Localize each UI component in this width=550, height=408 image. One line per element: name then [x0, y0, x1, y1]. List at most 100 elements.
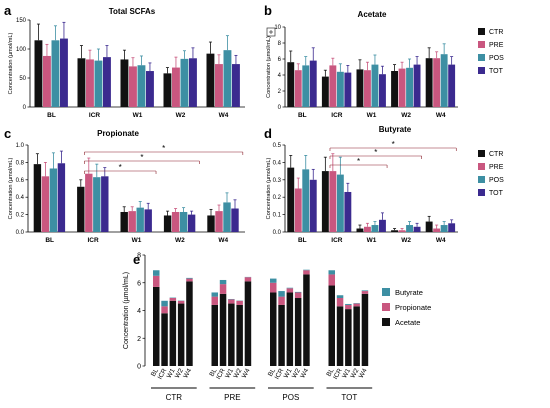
legend-label-pos: POS [489, 55, 504, 62]
x-tick-label: W4 [218, 237, 228, 244]
panel-title: Total SCFAs [109, 7, 156, 16]
bar-tot-icr [344, 72, 352, 107]
bar-ctr-w2 [163, 215, 172, 232]
stack-acetate-ctr-w2 [177, 303, 185, 366]
bar-pre-bl [294, 70, 302, 107]
bar-ctr-w2 [391, 71, 398, 107]
legend-swatch-pre [478, 163, 485, 170]
x-tick-label: W4 [219, 112, 229, 119]
y-tick-label: 2 [278, 89, 282, 95]
panel-letter: c [4, 126, 11, 141]
y-tick-label: 100 [16, 47, 27, 53]
legend-swatch-butyrate [382, 288, 390, 296]
bar-ctr-bl [33, 164, 42, 232]
legend-label-pre: PRE [489, 164, 504, 171]
bar-tot-w2 [189, 58, 197, 107]
stack-butyrate-tot-w1 [345, 303, 352, 305]
bar-tot-bl [309, 179, 317, 232]
x-tick-label: ICR [215, 367, 227, 380]
stack-propionate-tot-w4 [361, 291, 369, 294]
y-tick-label: 0.3 [273, 178, 282, 184]
group-label-pre: PRE [224, 393, 240, 402]
significance-label: * [119, 163, 122, 172]
bar-tot-w2 [413, 226, 421, 232]
bar-pre-bl [43, 55, 51, 107]
bar-tot-w1 [379, 219, 386, 232]
bar-ctr-w4 [425, 221, 433, 232]
bar-pos-w1 [371, 225, 379, 232]
x-tick-label: W4 [358, 367, 369, 379]
x-tick-label: ICR [87, 237, 99, 244]
significance-label: * [162, 144, 165, 153]
y-axis-label: Concentration (µmol/mL) [123, 272, 130, 349]
stack-acetate-ctr-icr [161, 313, 168, 366]
legend-swatch-pos [478, 54, 485, 61]
bar-ctr-bl [34, 40, 43, 107]
stack-acetate-tot-bl [328, 285, 335, 366]
stack-acetate-pre-bl [211, 304, 218, 366]
y-tick-label: 4 [278, 73, 282, 79]
x-tick-label: W2 [175, 237, 185, 244]
x-tick-label: W2 [291, 367, 302, 379]
x-tick-label: W1 [283, 367, 294, 379]
panel-b-acetate: b Acetate Concentration (µmol/mL) 0 2 4 6 8 10 BL… [264, 3, 504, 119]
stack-acetate-tot-w4 [361, 293, 369, 366]
bar-pre-w4 [215, 211, 223, 232]
panel-d-butyrate: d Butyrate Concentration (µmol/mL) 0.0 0.1 0.… [264, 125, 504, 244]
panel-a-total-scfas: a Total SCFAs Concentration (µmol/mL) 0 50 10… [4, 3, 245, 119]
stack-propionate-ctr-w1 [169, 298, 177, 301]
stack-acetate-pos-bl [270, 292, 277, 366]
legend-label-pre: PRE [489, 42, 504, 49]
legend-swatch-tot [478, 189, 485, 196]
bar-ctr-w1 [356, 228, 364, 232]
stack-acetate-tot-w2 [353, 306, 360, 366]
legend-label-acetate: Acetate [395, 318, 420, 327]
bar-pre-icr [85, 173, 93, 232]
panel-letter: d [264, 126, 272, 141]
x-tick-label: ICR [157, 367, 169, 380]
bar-pre-w4 [215, 64, 223, 107]
bar-pre-w2 [398, 68, 406, 107]
x-tick-label: ICR [274, 367, 286, 380]
bar-ctr-icr [77, 186, 85, 232]
bar-tot-w4 [448, 64, 456, 107]
y-tick-label: 2 [137, 336, 141, 343]
bar-ctr-icr [321, 171, 329, 232]
bar-ctr-w4 [207, 215, 215, 232]
stack-butyrate-pos-w2 [294, 291, 302, 293]
stack-acetate-pre-w4 [244, 281, 252, 366]
x-tick-label: ICR [331, 112, 343, 119]
stack-acetate-ctr-bl [153, 286, 160, 366]
bar-tot-w4 [232, 64, 240, 107]
stack-acetate-ctr-w4 [186, 281, 193, 366]
y-tick-label: 0.4 [273, 160, 282, 166]
bar-ctr-icr [77, 58, 86, 107]
y-tick-label: 150 [16, 18, 27, 24]
stack-acetate-tot-icr [336, 306, 344, 366]
legend-label-propionate: Propionate [395, 303, 431, 312]
stack-butyrate-tot-icr [336, 295, 344, 299]
stack-propionate-tot-w2 [353, 303, 360, 307]
x-tick-label: ICR [332, 367, 344, 380]
bar-tot-w2 [187, 214, 196, 232]
stack-butyrate-ctr-w4 [186, 277, 193, 279]
y-tick-label: 0 [23, 105, 27, 111]
stack-propionate-ctr-icr [161, 306, 168, 314]
bar-pre-w1 [364, 70, 371, 107]
stack-butyrate-pos-w1 [286, 287, 294, 289]
stack-acetate-pos-w1 [286, 292, 294, 366]
bar-pos-bl [302, 65, 310, 107]
y-tick-label: 0 [278, 105, 282, 111]
bar-pos-icr [94, 60, 103, 107]
stack-propionate-ctr-w4 [186, 278, 193, 282]
bar-tot-bl [57, 163, 66, 232]
stack-propionate-pos-bl [270, 282, 277, 293]
stack-acetate-pre-icr [219, 293, 227, 366]
legend-swatch-acetate [382, 318, 390, 326]
y-tick-label: 8 [278, 41, 282, 47]
y-tick-label: 0.6 [16, 178, 25, 184]
legend-label-ctr: CTR [489, 151, 503, 158]
bar-tot-w4 [231, 208, 239, 232]
